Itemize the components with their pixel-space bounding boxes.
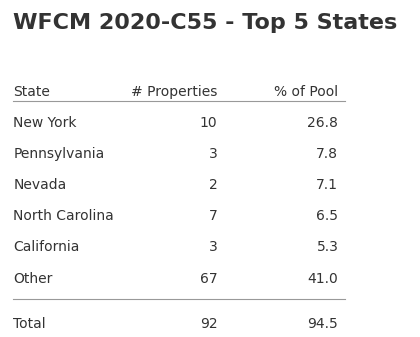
Text: 2: 2	[208, 178, 217, 192]
Text: 7.1: 7.1	[316, 178, 339, 192]
Text: New York: New York	[13, 116, 77, 130]
Text: 3: 3	[208, 147, 217, 161]
Text: North Carolina: North Carolina	[13, 209, 114, 223]
Text: Total: Total	[13, 317, 46, 332]
Text: State: State	[13, 85, 50, 99]
Text: 7.8: 7.8	[316, 147, 339, 161]
Text: WFCM 2020-C55 - Top 5 States: WFCM 2020-C55 - Top 5 States	[13, 12, 397, 33]
Text: 3: 3	[208, 241, 217, 254]
Text: % of Pool: % of Pool	[274, 85, 339, 99]
Text: Other: Other	[13, 272, 52, 285]
Text: Nevada: Nevada	[13, 178, 66, 192]
Text: 10: 10	[200, 116, 217, 130]
Text: 7: 7	[208, 209, 217, 223]
Text: 26.8: 26.8	[307, 116, 339, 130]
Text: 41.0: 41.0	[307, 272, 339, 285]
Text: California: California	[13, 241, 79, 254]
Text: 92: 92	[200, 317, 217, 332]
Text: Pennsylvania: Pennsylvania	[13, 147, 105, 161]
Text: 6.5: 6.5	[316, 209, 339, 223]
Text: 5.3: 5.3	[316, 241, 339, 254]
Text: 94.5: 94.5	[307, 317, 339, 332]
Text: 67: 67	[200, 272, 217, 285]
Text: # Properties: # Properties	[131, 85, 217, 99]
